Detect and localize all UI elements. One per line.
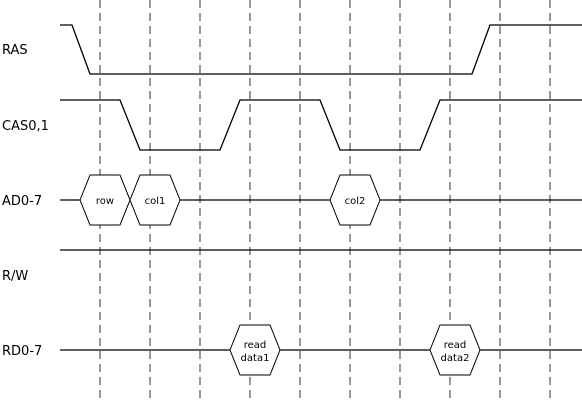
bus-value-text-line2: data1 <box>241 353 270 364</box>
signal-label-ras: RAS <box>2 43 28 58</box>
bus-value-read-data2: read data2 <box>429 324 481 376</box>
bus-value-shape <box>129 174 181 226</box>
signal-label-ad: AD0-7 <box>2 194 42 209</box>
bus-value-text: col1 <box>145 196 166 207</box>
bus-value-col1: col1 <box>129 174 181 226</box>
bus-value-text-line2: data2 <box>441 353 470 364</box>
bus-value-text: col2 <box>345 196 366 207</box>
bus-value-shape <box>229 324 281 376</box>
signal-label-rw: R/W <box>2 269 28 284</box>
signal-label-cas: CAS0,1 <box>2 119 49 134</box>
bus-value-shape <box>329 174 381 226</box>
signal-label-rd: RD0-7 <box>2 344 42 359</box>
rd-bus: read data1 read data2 <box>60 324 582 376</box>
bus-value-shape <box>429 324 481 376</box>
cas-waveform <box>60 99 582 151</box>
bus-value-row: row <box>79 174 131 226</box>
bus-value-text: row <box>96 196 114 207</box>
bus-value-text-line1: read <box>444 340 467 351</box>
bus-value-read-data1: read data1 <box>229 324 281 376</box>
bus-value-text-line1: read <box>244 340 267 351</box>
ras-waveform <box>60 24 582 75</box>
bus-value-col2: col2 <box>329 174 381 226</box>
ad-bus: row col1 col2 <box>60 174 582 226</box>
